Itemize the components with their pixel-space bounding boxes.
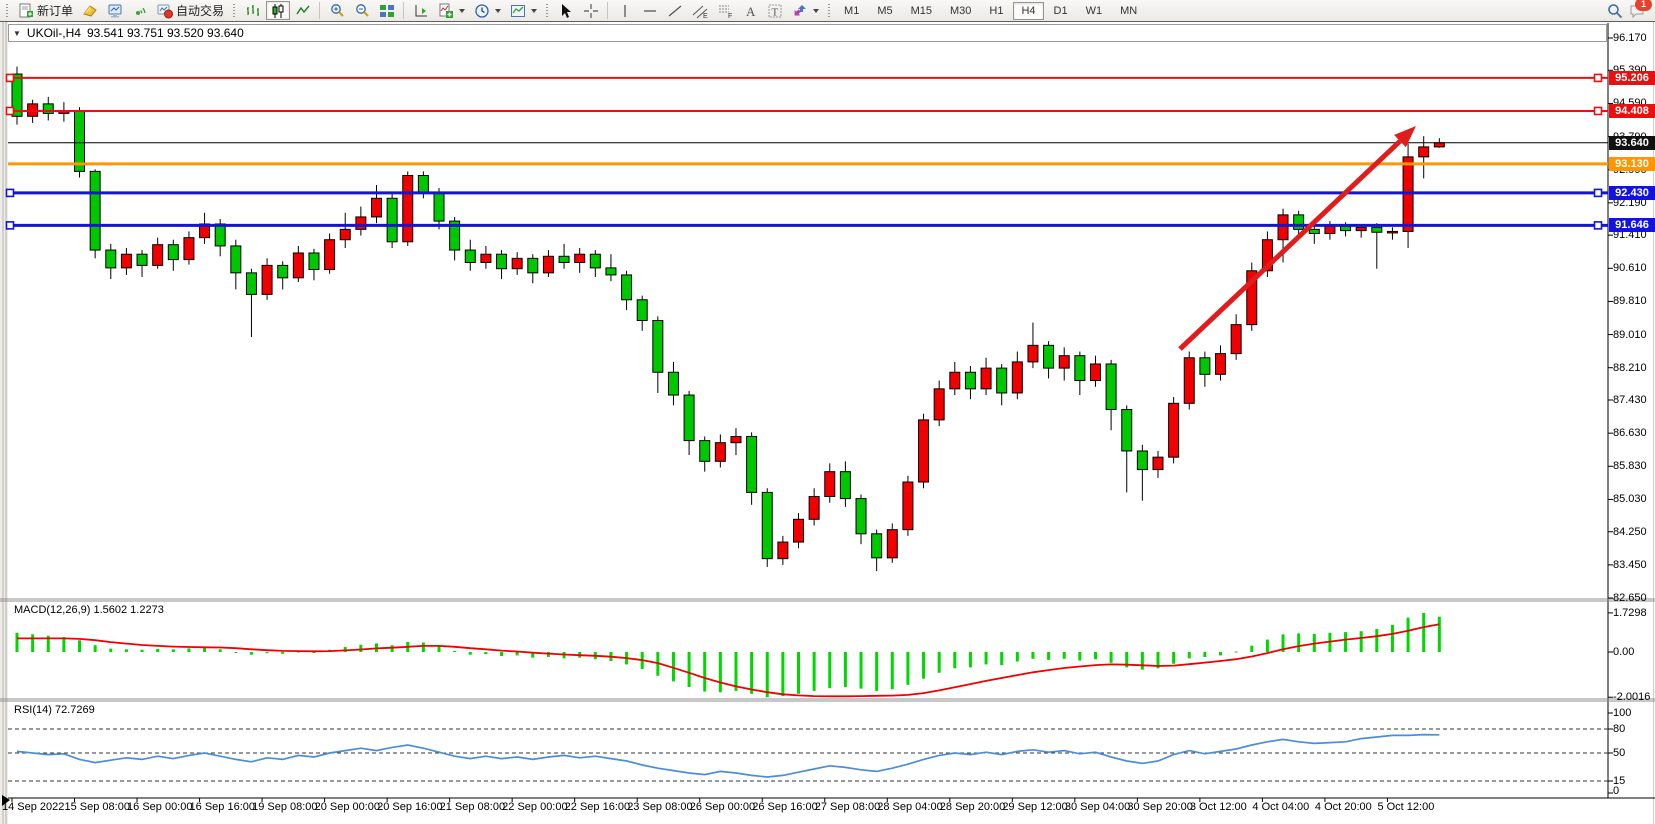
timeframe-m1[interactable]: M1 — [836, 2, 867, 20]
toolbar-separator — [403, 2, 405, 19]
vps-button[interactable] — [103, 1, 127, 20]
chevron-down-icon — [531, 8, 538, 13]
horizontal-line-tool-button[interactable] — [638, 1, 662, 20]
shapes-button[interactable] — [788, 1, 823, 20]
line-chart-button[interactable] — [291, 1, 315, 20]
chart-ohlc-values: 93.541 93.751 93.520 93.640 — [86, 26, 244, 40]
svg-text:T: T — [772, 6, 779, 18]
autotrading-button[interactable]: 自动交易 — [153, 1, 228, 20]
toolbar-grip[interactable] — [5, 2, 10, 19]
periods-clock-icon — [475, 3, 489, 18]
chevron-down-icon — [813, 8, 820, 13]
new-order-icon — [19, 3, 33, 17]
candlestick-button[interactable] — [266, 1, 291, 20]
notification-badge: 1 — [1635, 0, 1652, 11]
svg-text:F: F — [728, 13, 732, 19]
fibonacci-tool-button[interactable]: F — [713, 1, 737, 20]
timeframe-group: M1 M5 M15 M30 H1 H4 D1 W1 MN — [836, 1, 1145, 20]
metaeditor-icon — [83, 4, 97, 17]
zoom-in-button[interactable] — [325, 1, 349, 20]
vps-icon — [108, 4, 122, 17]
new-order-button[interactable]: 新订单 — [14, 1, 77, 20]
zoom-in-icon — [331, 3, 344, 17]
trendline-icon — [668, 5, 682, 16]
rsi-indicator-label: RSI(14) 72.7269 — [14, 704, 95, 716]
text-tool-button[interactable]: A — [738, 1, 762, 20]
candlestick-icon — [272, 3, 284, 18]
vertical-line-icon — [624, 4, 626, 17]
timeframe-mn[interactable]: MN — [1112, 2, 1145, 20]
template-icon — [511, 4, 526, 17]
shapes-icon — [794, 4, 807, 16]
chevron-down-icon — [459, 8, 466, 13]
cursor-tool-button[interactable] — [554, 1, 578, 20]
timeframe-m30[interactable]: M30 — [942, 2, 979, 20]
timeframe-w1[interactable]: W1 — [1078, 2, 1111, 20]
signals-button[interactable] — [128, 1, 152, 20]
chevron-down-icon — [495, 8, 502, 13]
chart-window: ▼ UKOil-,H4 93.541 93.751 93.520 93.640 … — [0, 22, 1655, 824]
new-order-label: 新订单 — [37, 4, 74, 18]
svg-text:E: E — [703, 13, 708, 19]
indicators-add-icon — [439, 3, 454, 18]
chart-shift-icon — [415, 4, 428, 16]
signals-icon — [136, 7, 146, 15]
vertical-line-tool-button[interactable] — [613, 1, 637, 20]
chart-symbol-period: UKOil-,H4 — [26, 26, 81, 40]
toolbar-separator — [607, 2, 609, 19]
timeframe-h4[interactable]: H4 — [1013, 1, 1044, 20]
toolbar-grip[interactable] — [827, 2, 833, 19]
crosshair-tool-button[interactable] — [579, 1, 603, 20]
timeframe-d1[interactable]: D1 — [1046, 2, 1076, 20]
autotrading-icon — [157, 4, 174, 18]
chart-dropdown-icon[interactable]: ▼ — [13, 28, 21, 38]
bar-chart-icon — [247, 4, 260, 16]
zoom-out-button[interactable] — [350, 1, 374, 20]
templates-button[interactable] — [506, 1, 541, 20]
tile-windows-icon — [380, 4, 395, 17]
tile-windows-button[interactable] — [375, 1, 399, 20]
crosshair-icon — [584, 3, 599, 18]
toolbar-grip[interactable] — [232, 2, 238, 19]
equidistant-channel-icon: E — [692, 5, 708, 19]
horizontal-line-icon — [644, 9, 657, 12]
text-icon: A — [746, 4, 756, 19]
cursor-icon — [562, 3, 572, 18]
periods-button[interactable] — [470, 1, 505, 20]
equidistant-channel-tool-button[interactable]: E — [688, 1, 712, 20]
timeframe-h1[interactable]: H1 — [981, 2, 1011, 20]
timeframe-m15[interactable]: M15 — [903, 2, 940, 20]
search-icon[interactable] — [1607, 3, 1623, 19]
svg-text:A: A — [746, 4, 756, 19]
chart-title-bar: ▼ UKOil-,H4 93.541 93.751 93.520 93.640 — [8, 24, 1607, 42]
metaeditor-button[interactable] — [78, 1, 102, 20]
text-label-icon: T — [768, 4, 782, 18]
line-chart-icon — [296, 5, 310, 14]
chat-button[interactable]: 1 — [1629, 0, 1652, 19]
fibonacci-icon: F — [719, 5, 732, 19]
toolbar-right-group: 1 — [1607, 0, 1653, 19]
toolbar: 新订单 自动 — [0, 0, 1655, 22]
autotrading-label: 自动交易 — [176, 4, 225, 18]
text-label-tool-button[interactable]: T — [763, 1, 787, 20]
trendline-tool-button[interactable] — [663, 1, 687, 20]
bar-chart-button[interactable] — [241, 1, 265, 20]
chart-shift-button[interactable] — [409, 1, 433, 20]
indicators-add-button[interactable] — [434, 1, 469, 20]
zoom-out-icon — [356, 3, 369, 17]
macd-indicator-label: MACD(12,26,9) 1.5602 1.2273 — [14, 604, 164, 616]
toolbar-grip[interactable] — [545, 2, 551, 19]
toolbar-separator — [319, 2, 321, 19]
timeframe-m5[interactable]: M5 — [869, 2, 900, 20]
